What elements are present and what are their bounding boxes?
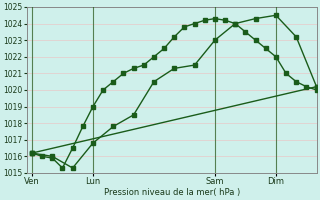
X-axis label: Pression niveau de la mer( hPa ): Pression niveau de la mer( hPa ) <box>104 188 240 197</box>
